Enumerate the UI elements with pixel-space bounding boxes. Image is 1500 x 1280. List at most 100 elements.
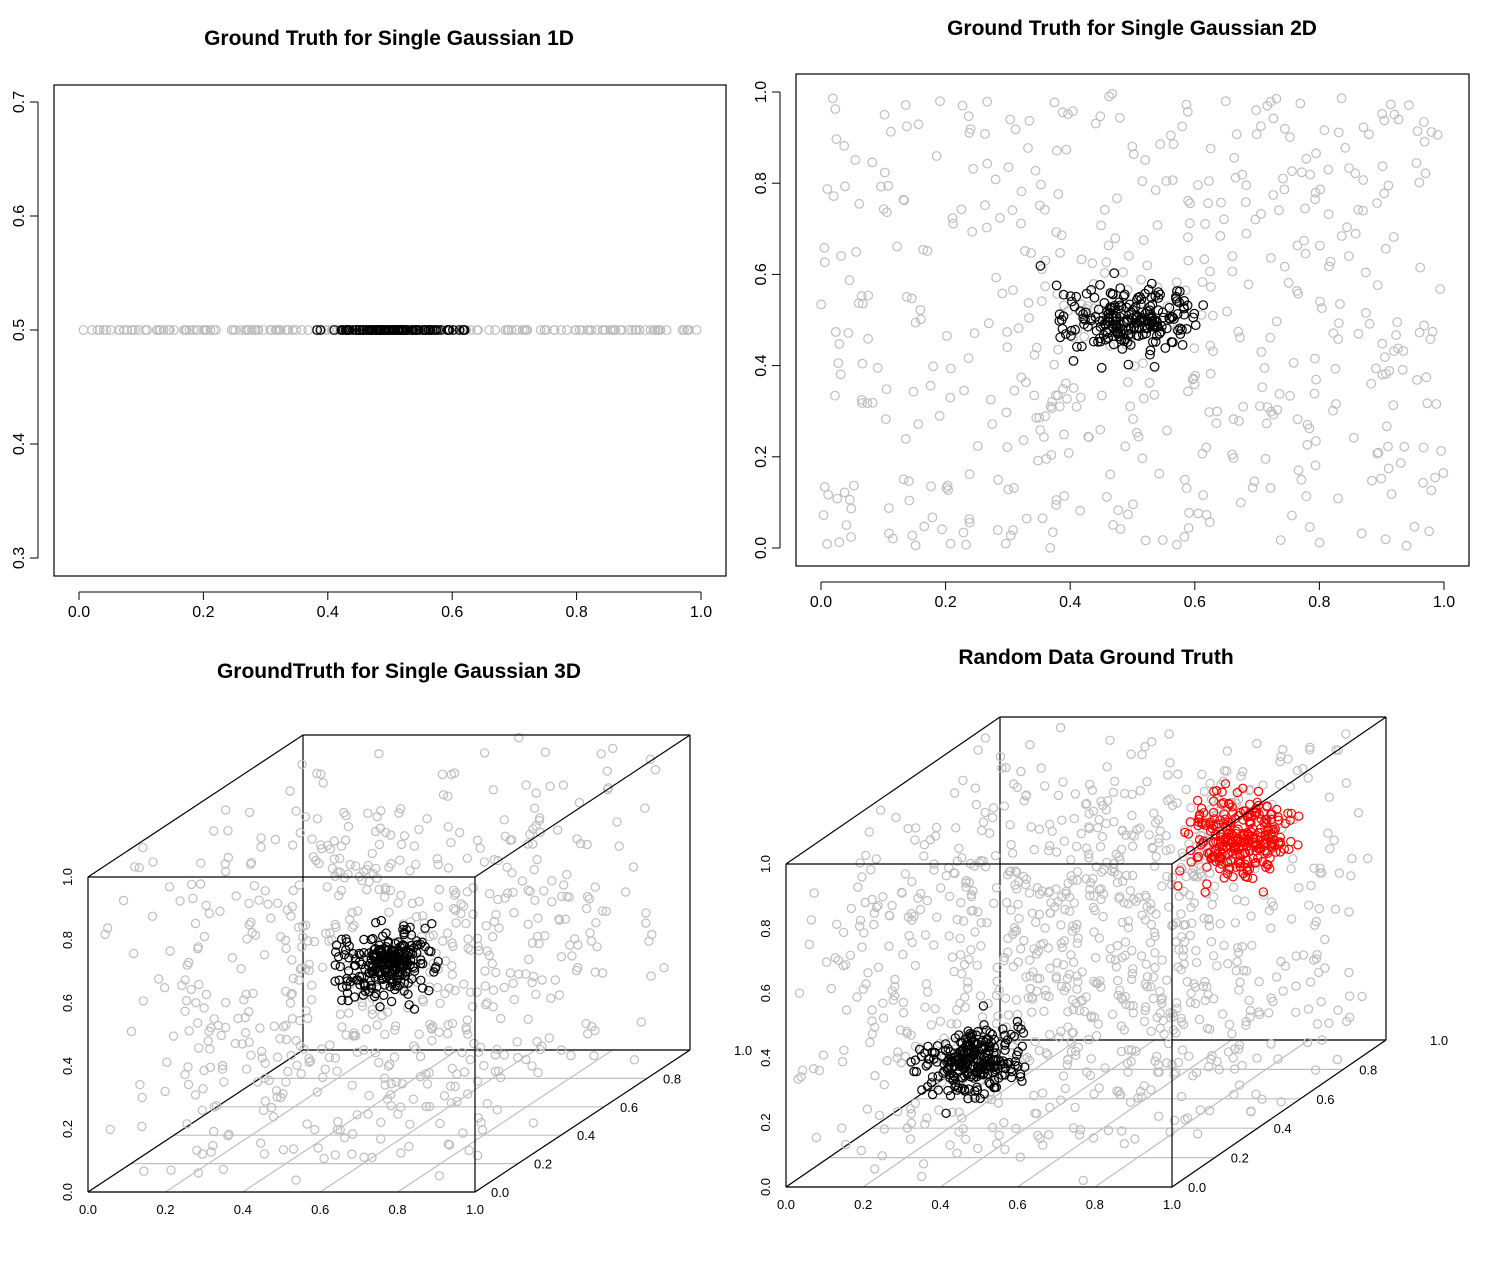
data-point [794,988,805,998]
data-point [335,1009,346,1020]
data-point [1247,482,1258,493]
data-point [1132,824,1142,835]
data-point [1353,328,1364,339]
data-point [1386,489,1397,500]
data-point [1063,1022,1073,1032]
data-point [920,1002,930,1012]
data-point [330,1053,341,1063]
z-tick-label: 1.0 [758,855,773,873]
data-point [414,824,424,835]
data-point [612,817,622,827]
data-point [870,1164,880,1174]
data-point [965,1072,976,1082]
data-point [1000,538,1011,549]
data-point [324,1052,335,1063]
data-point [393,1109,403,1119]
data-point [866,865,876,875]
data-point [1205,281,1216,292]
data-point [1119,289,1130,300]
data-point [528,971,539,982]
data-point [1188,312,1199,323]
data-point [237,1039,247,1049]
data-point [256,842,266,852]
data-point [1273,205,1284,216]
data-point [204,1026,214,1036]
data-point [970,783,981,793]
data-point [1075,505,1085,516]
data-point [1192,1129,1203,1139]
data-point [905,1134,916,1144]
data-point [1204,921,1215,931]
data-point [1251,105,1261,116]
data-point [1137,329,1148,340]
data-point [1089,927,1099,937]
data-point [945,1091,956,1101]
data-point [1082,798,1092,809]
data-point [395,855,405,865]
data-point [1181,784,1191,795]
data-point [433,902,444,912]
data-point [433,325,443,335]
data-point [322,882,332,892]
data-point [943,485,953,495]
data-point [971,1030,982,1040]
data-point [435,998,445,1009]
data-point [487,958,497,969]
data-point [199,931,210,942]
data-point [92,325,103,335]
data-point [1053,790,1064,801]
data-point [1080,307,1091,318]
data-point [1227,266,1238,277]
data-point [1101,257,1112,268]
data-point [1140,915,1151,925]
data-point [1033,1130,1043,1141]
data-point [1152,1012,1163,1023]
data-point [370,826,381,837]
data-point [1097,831,1108,842]
data-point [535,325,546,335]
data-point [1430,472,1440,483]
data-point [1174,944,1184,955]
data-point [1278,173,1288,184]
data-point [468,909,478,920]
data-point [1380,534,1391,545]
data-point [925,835,936,845]
data-point [1219,766,1230,776]
data-point [432,982,443,993]
data-point [181,996,192,1006]
y-tick-label: 0.4 [11,433,28,455]
data-point [972,1085,983,1095]
data-point [1271,804,1282,815]
data-point [244,1007,254,1017]
data-point [1033,946,1044,956]
data-point [1164,302,1175,313]
data-point [405,1119,415,1130]
data-point [164,325,175,335]
data-point [941,871,952,881]
data-point [1161,176,1172,186]
data-point [1426,127,1437,137]
data-point [512,1037,522,1047]
data-point [1135,785,1146,796]
data-point [344,953,354,963]
data-point [1278,986,1288,996]
data-point [1178,1019,1189,1030]
data-point [443,791,453,801]
data-point [1093,1019,1104,1029]
x-tick-label: 0.0 [810,594,832,611]
data-point [1029,350,1040,360]
data-point [499,1050,510,1060]
data-point [1243,279,1254,290]
data-point [1157,535,1168,545]
data-point [1008,961,1019,972]
data-point [1115,283,1126,294]
box-edge [1171,716,1387,865]
y-tick-label: 0.6 [620,1100,638,1115]
data-point [220,805,231,815]
data-point [990,174,1001,185]
data-point [607,325,618,335]
data-point [230,1038,240,1049]
data-point [258,325,269,335]
data-point [997,288,1008,299]
data-point [495,1072,506,1083]
